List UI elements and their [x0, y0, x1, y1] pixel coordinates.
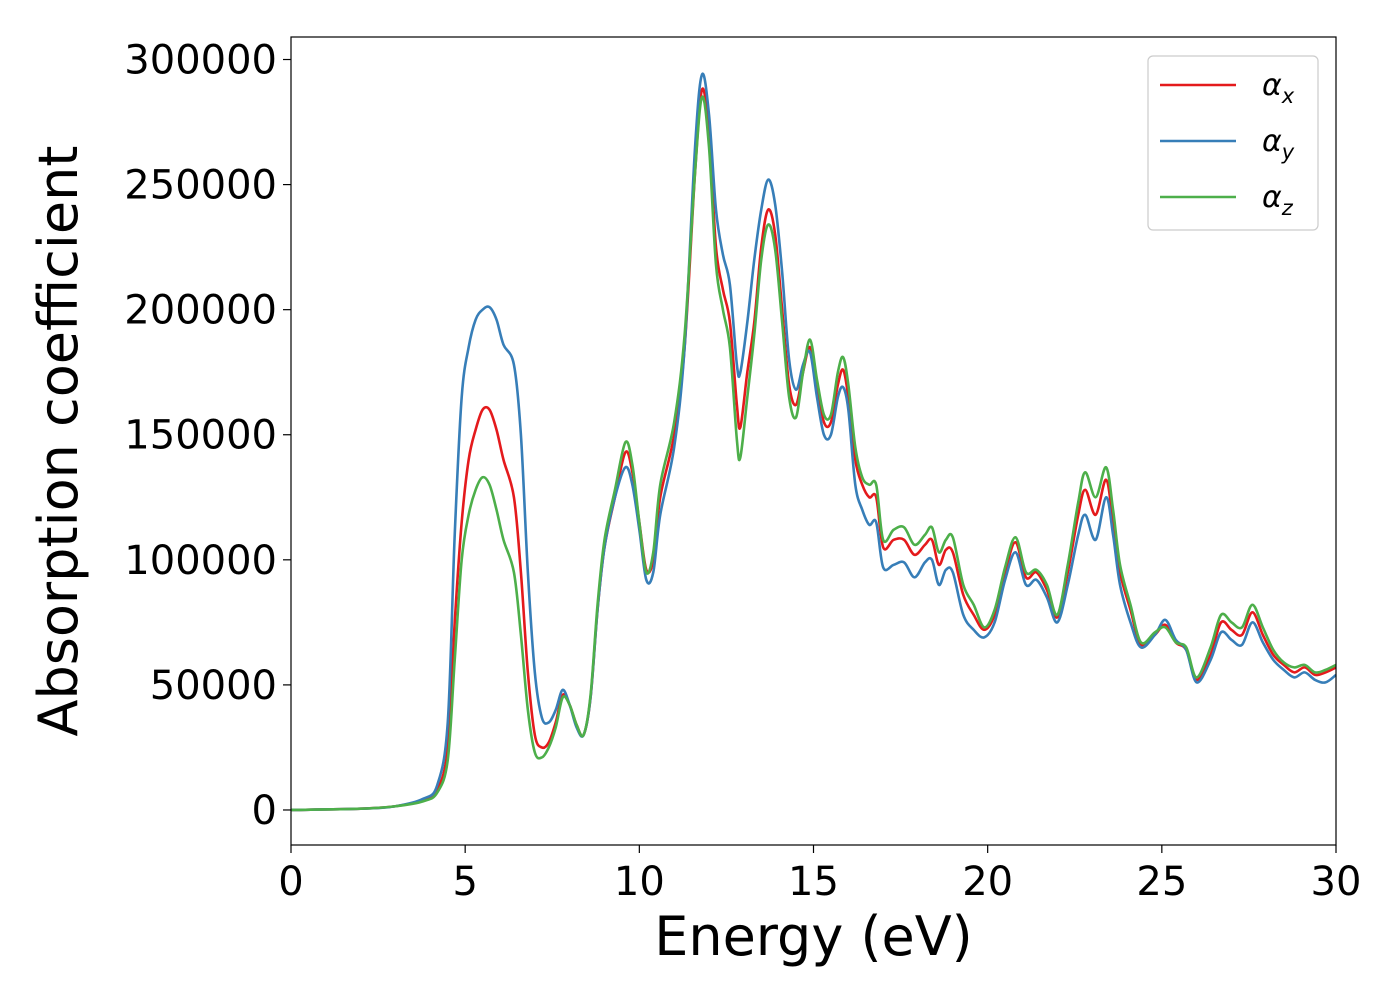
x-tick-label: 15: [788, 859, 839, 905]
y-tick-label: 50000: [150, 663, 277, 709]
y-axis-label: Absorption coefficient: [27, 146, 90, 737]
x-tick-label: 10: [614, 859, 665, 905]
series-line-z: [290, 95, 1337, 812]
y-tick-label: 100000: [124, 538, 277, 584]
legend-label-y: αy: [1262, 124, 1295, 164]
y-tick-label: 0: [252, 788, 277, 834]
y-tick-label: 250000: [124, 163, 277, 209]
x-tick-label: 0: [278, 859, 303, 905]
legend-label-z: αz: [1262, 180, 1294, 220]
x-axis-ticks: 0 5 10 15 20 25 30: [278, 845, 1361, 905]
series-layer: [290, 72, 1337, 812]
legend-label-x: αx: [1262, 68, 1295, 108]
x-tick-label: 25: [1136, 859, 1187, 905]
x-tick-label: 30: [1311, 859, 1362, 905]
y-axis-ticks: 0 50000 100000 150000 200000 250000 300000: [124, 38, 291, 834]
x-tick-label: 5: [452, 859, 477, 905]
y-tick-label: 200000: [124, 288, 277, 334]
y-tick-label: 150000: [124, 413, 277, 459]
legend: αx αy αz: [1147, 55, 1319, 231]
x-axis-label: Energy (eV): [654, 905, 973, 968]
x-tick-label: 20: [962, 859, 1013, 905]
legend-box: [1147, 55, 1319, 231]
y-tick-label: 300000: [124, 38, 277, 84]
